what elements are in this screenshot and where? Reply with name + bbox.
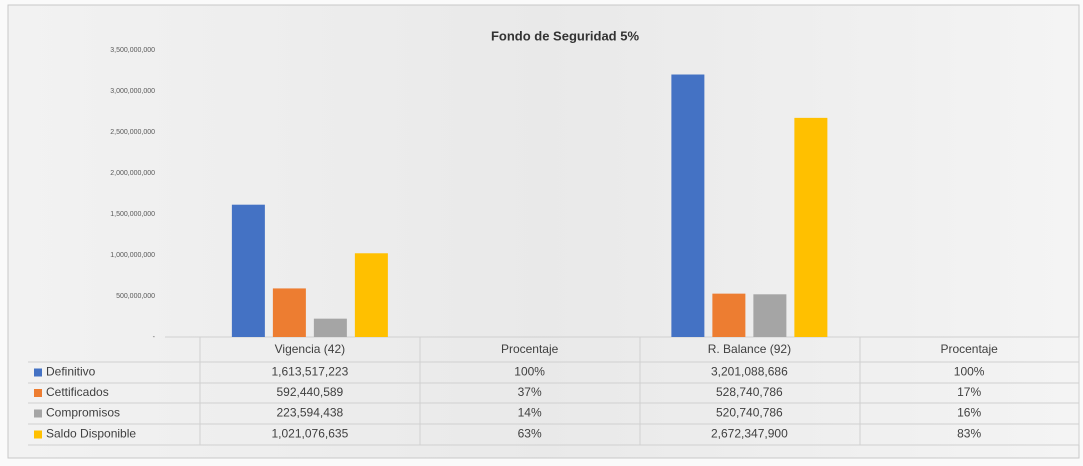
table-value: 3,201,088,686 (711, 365, 788, 379)
y-tick-label: 1,000,000,000 (110, 252, 155, 259)
bar (354, 253, 388, 337)
table-value: 17% (957, 385, 981, 399)
legend-key (34, 430, 42, 439)
bar (753, 294, 787, 337)
table-value: 83% (957, 427, 981, 441)
bar (671, 74, 705, 337)
legend-key (34, 368, 42, 377)
legend-label: Compromisos (46, 406, 120, 420)
table-value: 16% (957, 406, 981, 420)
bar (712, 293, 746, 337)
table-value: 2,672,347,900 (711, 427, 788, 441)
x-category-label: Procentaje (501, 342, 559, 356)
chart-area (7, 4, 1080, 459)
x-category-label: R. Balance (92) (708, 342, 791, 356)
legend-key (34, 409, 42, 418)
y-tick-label: 3,500,000,000 (110, 47, 155, 54)
bar (231, 204, 265, 337)
legend-label: Definitivo (46, 365, 96, 379)
y-tick-label: 2,000,000,000 (110, 170, 155, 177)
y-tick-label: 2,500,000,000 (110, 129, 155, 136)
y-tick-label: - (153, 334, 156, 341)
y-tick-label: 3,000,000,000 (110, 88, 155, 95)
bar (313, 318, 347, 337)
table-value: 592,440,589 (277, 385, 344, 399)
table-value: 100% (954, 365, 985, 379)
table-value: 37% (518, 385, 542, 399)
legend-label: Cettificados (46, 385, 109, 399)
table-value: 1,021,076,635 (272, 427, 349, 441)
y-tick-label: 1,500,000,000 (110, 211, 155, 218)
y-tick-label: 500,000,000 (116, 293, 155, 300)
bar (794, 117, 828, 338)
table-value: 1,613,517,223 (272, 365, 349, 379)
x-category-label: Vigencia (42) (275, 342, 346, 356)
table-value: 528,740,786 (716, 385, 783, 399)
x-category-label: Procentaje (940, 342, 998, 356)
bar (272, 288, 306, 337)
data-table-grid (28, 336, 1080, 446)
table-value: 63% (518, 427, 542, 441)
table-value: 100% (514, 365, 545, 379)
table-value: 14% (518, 406, 542, 420)
table-value: 223,594,438 (277, 406, 344, 420)
chart-title: Fondo de Seguridad 5% (491, 28, 640, 43)
table-value: 520,740,786 (716, 406, 783, 420)
legend-key (34, 389, 42, 397)
legend-label: Saldo Disponible (46, 427, 136, 441)
